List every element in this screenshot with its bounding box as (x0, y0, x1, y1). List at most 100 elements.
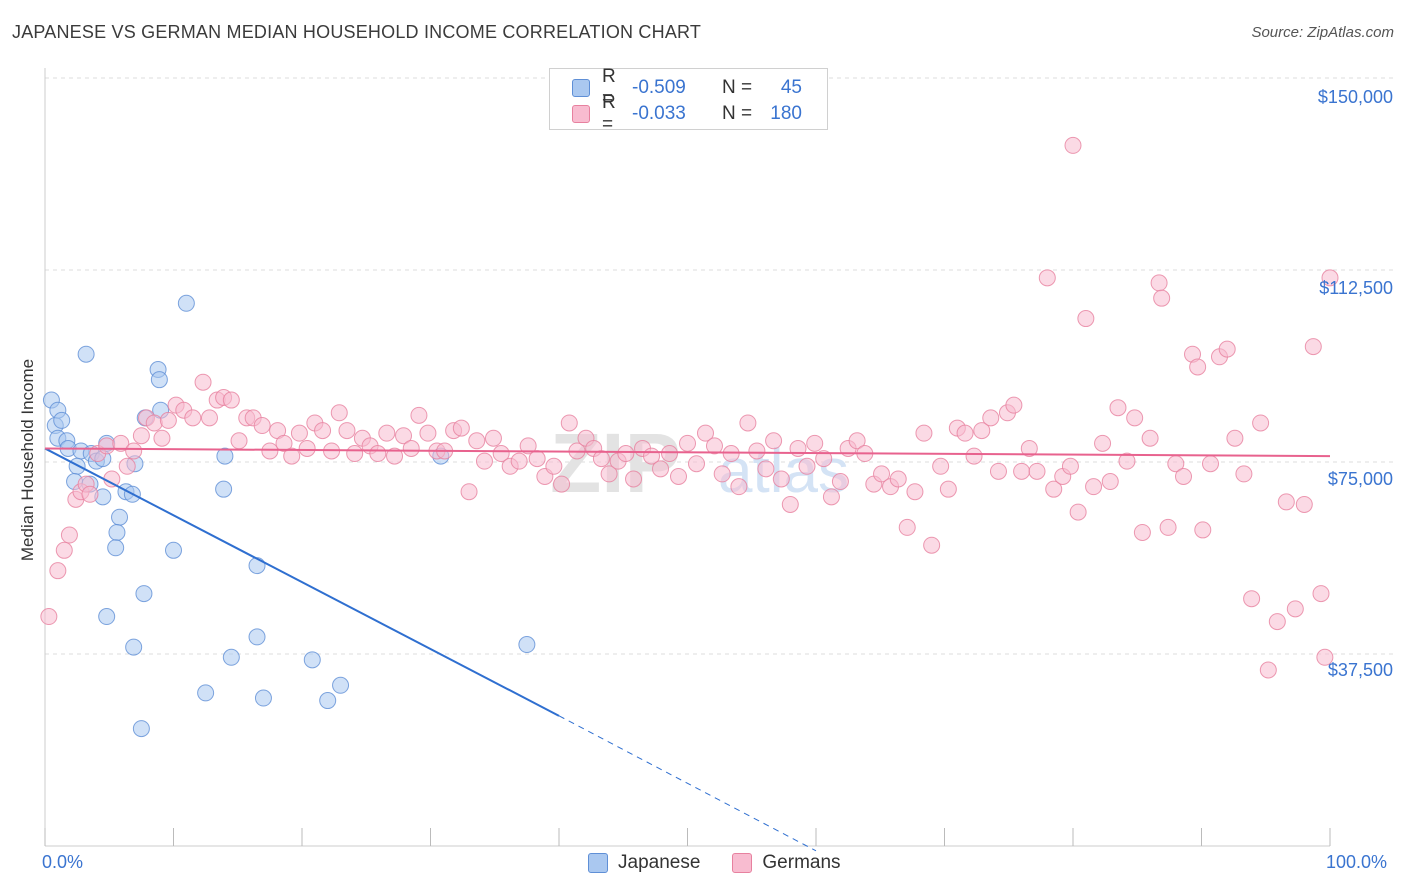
german-point (848, 432, 866, 450)
german-point (184, 409, 202, 427)
japanese-point (222, 648, 240, 666)
german-point (1038, 269, 1056, 287)
german-point (222, 391, 240, 409)
german-point (822, 488, 840, 506)
german-point (1304, 338, 1322, 356)
german-point (452, 419, 470, 437)
german-point (290, 424, 308, 442)
japanese-point (248, 628, 266, 646)
japanese-trend-extension (558, 715, 817, 852)
japanese-point (177, 294, 195, 312)
german-point (484, 429, 502, 447)
german-point (103, 470, 121, 488)
german-point (982, 409, 1000, 427)
japanese-point (165, 541, 182, 559)
german-point (679, 434, 696, 452)
german-point (617, 445, 635, 463)
japanese-point (197, 684, 215, 702)
y-tick-label: $112,500 (1319, 278, 1393, 298)
german-point (592, 450, 610, 468)
y-tick-label: $150,000 (1318, 87, 1393, 107)
german-point (81, 485, 99, 503)
german-point (98, 437, 116, 455)
german-point (1118, 452, 1136, 470)
german-point (748, 442, 766, 460)
german-point (798, 457, 816, 475)
german-point (460, 483, 478, 501)
german-point (55, 541, 73, 559)
japanese-swatch (588, 853, 608, 873)
german-point (915, 424, 933, 442)
german-point (1175, 467, 1193, 485)
german-point (973, 422, 991, 440)
japanese-point (135, 585, 153, 603)
german-point (132, 427, 150, 445)
y-tick-label: $75,000 (1328, 469, 1393, 489)
german-point (338, 422, 356, 440)
german-point (395, 427, 413, 445)
japanese-point (518, 636, 536, 654)
japanese-point (332, 676, 350, 694)
german-point (1252, 414, 1270, 432)
german-point (765, 432, 783, 450)
german-point (1286, 600, 1304, 618)
german-point (956, 424, 974, 442)
german-point (965, 447, 983, 465)
source-credit: Source: ZipAtlas.com (1251, 24, 1394, 41)
german-point (696, 424, 714, 442)
german-point (1150, 274, 1168, 292)
legend-n-label: N = (722, 77, 753, 98)
japanese-point (254, 689, 272, 707)
german-point (1064, 136, 1082, 154)
german-point (1218, 340, 1236, 358)
german-point (661, 445, 679, 463)
german-point (687, 455, 705, 473)
german-point (806, 434, 824, 452)
german-point (781, 495, 799, 513)
german-point (625, 470, 643, 488)
german-point (1316, 648, 1334, 666)
german-point (1201, 455, 1219, 473)
german-point (153, 429, 171, 447)
german-point (145, 414, 163, 432)
german-point (1189, 358, 1207, 376)
german-point (1013, 462, 1031, 480)
german-point (386, 447, 404, 465)
german-point (40, 608, 58, 626)
japanese-point (111, 508, 129, 526)
german-point (652, 460, 670, 478)
german-point (815, 450, 833, 468)
german-point (898, 518, 916, 536)
chart-title: JAPANESE VS GERMAN MEDIAN HOUSEHOLD INCO… (12, 22, 702, 42)
x-min-label: 0.0% (42, 852, 84, 872)
german-point (314, 422, 332, 440)
axes (44, 68, 1331, 847)
german-point (528, 450, 546, 468)
german-point (468, 432, 486, 450)
legend-item-japanese: Japanese (588, 852, 700, 874)
japanese-label: Japanese (618, 852, 701, 873)
german-point (275, 434, 293, 452)
german-point (553, 475, 571, 493)
german-point (410, 406, 428, 424)
german-point (253, 417, 271, 435)
legend-n-value: 45 (780, 77, 802, 98)
german-point (1077, 310, 1095, 328)
data-points (40, 136, 1339, 738)
german-point (1133, 523, 1151, 541)
japanese-point (77, 345, 95, 363)
german-point (670, 467, 688, 485)
german-point (283, 447, 301, 465)
german-point (1312, 585, 1330, 603)
german-point (1109, 399, 1127, 417)
german-point (757, 460, 775, 478)
german-point (923, 536, 941, 554)
german-point (378, 424, 396, 442)
japanese-point (132, 720, 150, 738)
german-point (772, 470, 790, 488)
german-point (475, 452, 493, 470)
japanese-point (319, 692, 337, 710)
german-point (906, 483, 924, 501)
japanese-point (303, 651, 321, 669)
y-tick-labels: $37,500 $75,000 $112,500 $150,000 (1318, 87, 1393, 680)
